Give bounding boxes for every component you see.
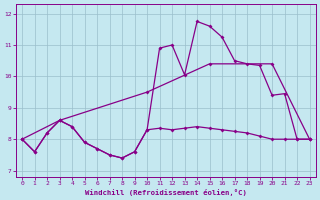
X-axis label: Windchill (Refroidissement éolien,°C): Windchill (Refroidissement éolien,°C) <box>85 189 247 196</box>
